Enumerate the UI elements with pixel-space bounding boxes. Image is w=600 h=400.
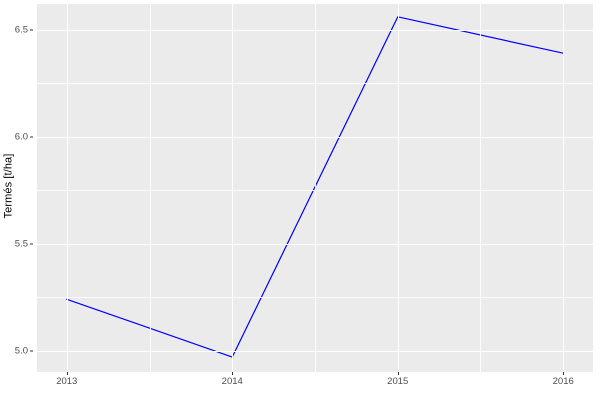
y-tick-mark [30,136,33,138]
y-tick-label: 6.5 [14,23,28,35]
x-tick-mark [397,372,399,375]
x-tick-label: 2014 [221,376,243,387]
gridline-major-vertical [66,4,68,372]
gridline-major-vertical [232,4,234,372]
plot-panel [37,4,593,372]
y-tick-label: 5.5 [14,237,28,249]
x-tick-mark [66,372,68,375]
y-axis: 5.0 5.5 6.0 6.5 [0,0,33,372]
y-tick-mark [30,29,33,31]
gridline-minor-vertical [315,4,316,372]
x-tick-label: 2013 [56,376,78,387]
x-tick-mark [563,372,565,375]
gridline-major-vertical [397,4,399,372]
x-tick-mark [232,372,234,375]
y-tick-label: 5.0 [14,344,28,356]
x-axis: 2013 2014 2015 2016 [37,372,593,400]
x-tick-label: 2016 [552,376,574,387]
x-tick-label: 2015 [387,376,409,387]
gridline-minor-vertical [480,4,482,372]
gridline-minor-vertical [149,4,151,372]
y-tick-mark [30,243,33,245]
gridline-major-vertical [563,4,565,372]
y-tick-mark [30,350,33,352]
y-tick-label: 6.0 [14,130,28,142]
